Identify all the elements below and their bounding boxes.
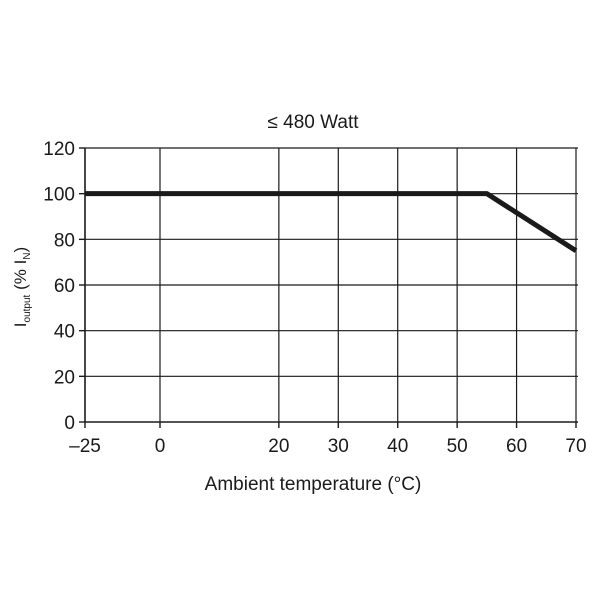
y-tick-label: 20 bbox=[54, 367, 75, 388]
x-axis-label: Ambient temperature (°C) bbox=[205, 474, 422, 495]
chart-title: ≤ 480 Watt bbox=[267, 112, 359, 133]
y-label-close: ) bbox=[11, 247, 30, 253]
x-tick-label: 60 bbox=[506, 436, 527, 457]
y-label-main: I bbox=[11, 322, 30, 327]
x-tick-label: 0 bbox=[155, 436, 166, 457]
x-tick-label: –25 bbox=[69, 436, 101, 457]
x-tick-label: 50 bbox=[447, 436, 468, 457]
x-tick-label: 40 bbox=[387, 436, 408, 457]
y-label-main-sub: output bbox=[22, 294, 33, 322]
y-tick-label: 80 bbox=[54, 230, 75, 251]
x-tick-label: 20 bbox=[268, 436, 289, 457]
axes bbox=[79, 147, 578, 428]
derating-curve bbox=[85, 191, 578, 253]
y-tick-label: 120 bbox=[43, 139, 75, 160]
y-tick-label: 0 bbox=[64, 413, 75, 434]
grid-lines bbox=[85, 147, 578, 422]
x-tick-label: 70 bbox=[565, 436, 586, 457]
y-tick-label: 40 bbox=[54, 322, 75, 343]
y-tick-labels: 0 20 40 60 80 100 120 bbox=[43, 139, 75, 434]
y-label-rest-sub: N bbox=[22, 252, 33, 259]
y-label-rest: (% I bbox=[11, 260, 30, 295]
y-tick-label: 60 bbox=[54, 276, 75, 297]
x-tick-labels: –25 0 20 30 40 50 60 70 bbox=[69, 436, 586, 457]
series-group bbox=[85, 191, 578, 253]
y-axis-label: Ioutput (% IN) bbox=[11, 247, 33, 327]
y-tick-label: 100 bbox=[43, 185, 75, 206]
x-tick-label: 30 bbox=[328, 436, 349, 457]
